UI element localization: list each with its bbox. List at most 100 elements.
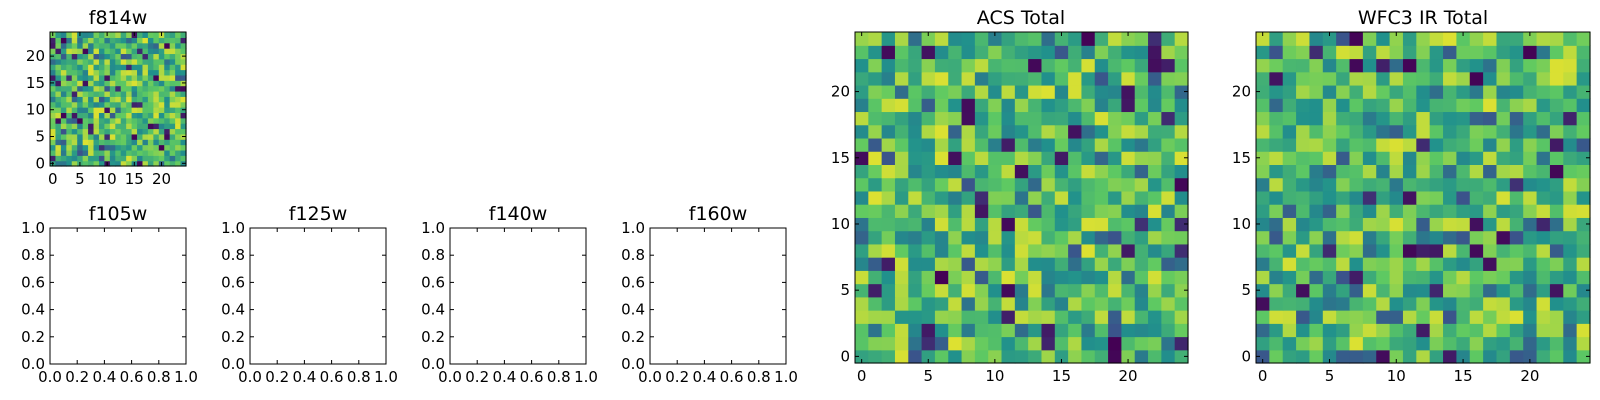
heatmap-cell [104,96,111,103]
heatmap-cell [1148,296,1162,311]
heatmap-cell [115,85,122,92]
heatmap-cell [1296,137,1311,152]
heatmap-cell [1536,58,1551,73]
heatmap-cell [153,133,160,140]
heatmap-cell [71,48,78,55]
heatmap-cell [1362,111,1377,126]
heatmap-cell [1134,151,1149,165]
heatmap-cell [66,128,73,135]
heatmap-cell [55,112,62,119]
heatmap-cell [153,53,160,60]
heatmap-cell [868,58,883,73]
heatmap-cell [1282,137,1297,152]
heatmap-cell [1549,45,1564,60]
heatmap-cell [1549,32,1564,46]
heatmap-cell [1121,177,1136,192]
heatmap-cell [1081,310,1096,324]
heatmap-cell [1336,217,1351,232]
heatmap-cell [1389,111,1404,126]
x-tick-label: 0.2 [65,368,89,386]
heatmap-cell [153,128,160,135]
heatmap-cell [1536,296,1551,311]
heatmap-cell [137,80,144,87]
heatmap-cell [1256,217,1270,232]
heatmap-cell [120,80,127,87]
heatmap-cell [1269,336,1284,351]
heatmap-cell [158,101,165,108]
heatmap-cell [855,243,869,258]
heatmap-cell [175,117,182,124]
heatmap-cell [948,137,963,152]
heatmap-cell [137,133,144,140]
heatmap-cell [71,64,78,71]
heatmap-cell [1054,164,1069,179]
heatmap-cell [881,243,896,258]
heatmap-cell [1349,296,1364,311]
heatmap-cell [1269,45,1284,60]
heatmap-cell [1148,98,1162,113]
heatmap-cell [77,117,84,124]
heatmap-cell [868,71,883,86]
heatmap-cell [1416,204,1431,218]
heatmap-cell [137,32,144,38]
heatmap-cell [908,84,923,99]
heatmap-cell [1256,204,1270,218]
heatmap-cell [974,124,989,139]
x-tick-label: 0.8 [747,368,771,386]
heatmap-cell [1296,45,1311,60]
heatmap-cell [169,123,176,130]
heatmap-cell [1148,32,1162,46]
heatmap-cell [1549,310,1564,324]
heatmap-cell [1429,164,1444,179]
heatmap-cell [881,296,896,311]
heatmap-cell [1309,323,1324,338]
heatmap-cell [1389,177,1404,192]
heatmap-cell [1509,71,1524,86]
heatmap-cell [131,69,138,76]
heatmap-cell [1523,243,1538,258]
heatmap-cell [1322,230,1337,245]
heatmap-cell [50,69,57,76]
heatmap-cell [104,74,111,81]
heatmap-cell [1014,32,1029,46]
heatmap-cell [137,160,144,167]
heatmap-cell [164,48,171,55]
y-tick-label: 20 [26,47,45,65]
heatmap-cell [1483,243,1498,258]
heatmap-cell [1563,98,1578,113]
heatmap-cell [1309,71,1324,86]
heatmap-cell [948,217,963,232]
heatmap-cell [153,69,160,76]
heatmap-cell [1269,190,1284,205]
heatmap-cell [1282,164,1297,179]
axes-frame [1255,31,1591,364]
heatmap-cell [131,37,138,44]
heatmap-cell [1402,124,1417,139]
heatmap-cell [1416,177,1431,192]
heatmap-cell [1416,270,1431,285]
heatmap-cell [1081,336,1096,351]
heatmap-cell [60,160,67,167]
heatmap-cell [988,323,1003,338]
heatmap-cell [1429,111,1444,126]
heatmap-cell [1362,204,1377,218]
heatmap-cell [1389,45,1404,60]
heatmap-cell [1121,58,1136,73]
heatmap-cell [1309,349,1324,364]
heatmap-cell [1296,323,1311,338]
x-tick-label: 0.8 [147,368,171,386]
heatmap-cell [82,48,89,55]
heatmap-cell [1296,217,1311,232]
heatmap-cell [1094,190,1109,205]
heatmap-cell [908,336,923,351]
heatmap-cell [50,48,57,55]
heatmap-cell [868,257,883,271]
heatmap-cell [1536,336,1551,351]
heatmap-cell [71,42,78,49]
heatmap-cell [1174,336,1189,351]
heatmap-cell [1429,323,1444,338]
heatmap-cell [908,111,923,126]
heatmap-cell [1282,230,1297,245]
